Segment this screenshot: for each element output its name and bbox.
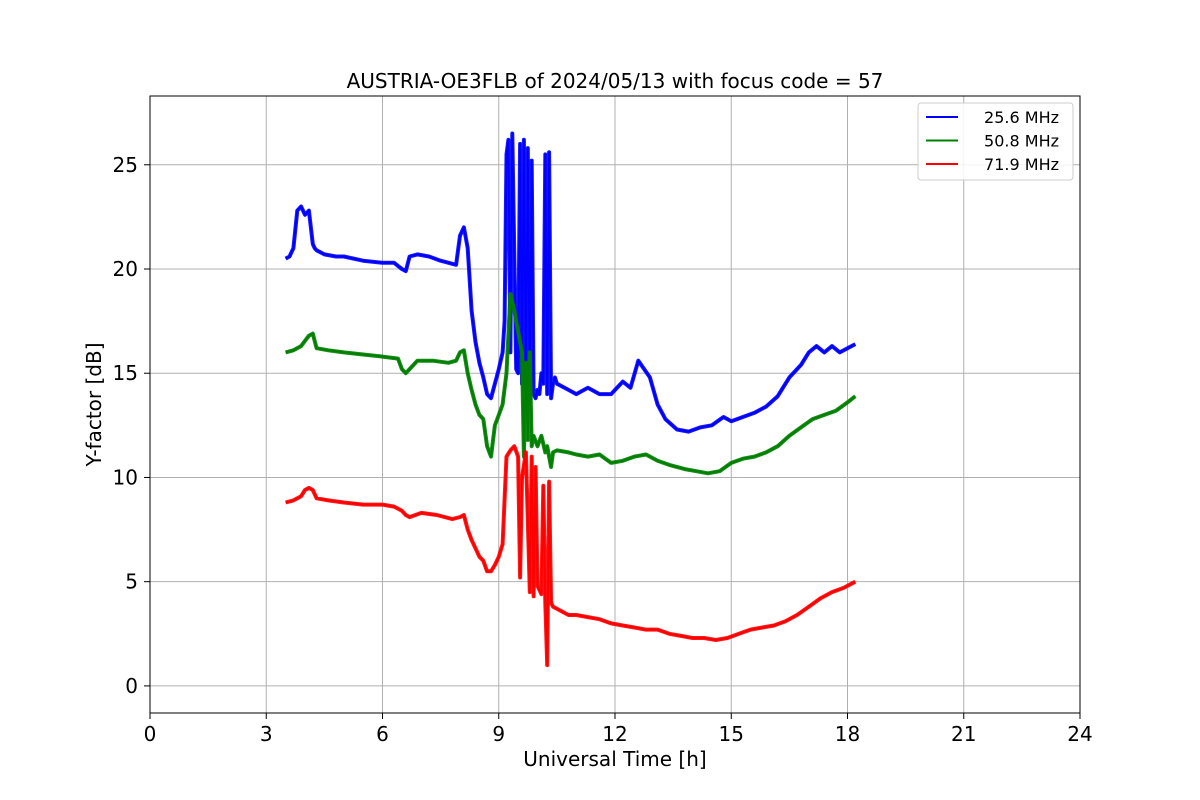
x-tick-label: 12 (602, 722, 627, 746)
x-tick-label: 15 (719, 722, 744, 746)
x-tick-label: 9 (492, 722, 505, 746)
y-tick-label: 5 (125, 570, 138, 594)
y-tick-label: 15 (113, 361, 138, 385)
legend: 25.6 MHz 50.8 MHz 71.9 MHz (917, 102, 1074, 181)
y-tick-label: 20 (113, 257, 138, 281)
legend-label: 71.9 MHz (984, 155, 1059, 174)
series-layer (284, 131, 857, 668)
series-line-core-1 (285, 293, 856, 475)
chart-title: AUSTRIA-OE3FLB of 2024/05/13 with focus … (347, 69, 884, 93)
x-tick-label: 18 (835, 722, 860, 746)
y-tick-label: 10 (113, 465, 138, 489)
legend-label: 25.6 MHz (984, 108, 1059, 127)
x-axis-label: Universal Time [h] (523, 747, 706, 771)
x-tick-label: 0 (144, 722, 157, 746)
legend-box (917, 102, 1074, 181)
x-tick-label: 6 (376, 722, 389, 746)
ticks: 0 3 6 9 12 15 18 21 24 0 5 10 15 20 25 (113, 153, 1093, 746)
series-line-core-0 (285, 132, 856, 433)
x-tick-label: 21 (951, 722, 976, 746)
x-tick-label: 24 (1067, 722, 1092, 746)
legend-label: 50.8 MHz (984, 132, 1059, 151)
y-axis-label: Y-factor [dB] (82, 342, 106, 467)
series-line-core-2 (285, 445, 856, 667)
y-tick-label: 25 (113, 153, 138, 177)
y-tick-label: 0 (125, 674, 138, 698)
x-tick-label: 3 (260, 722, 273, 746)
